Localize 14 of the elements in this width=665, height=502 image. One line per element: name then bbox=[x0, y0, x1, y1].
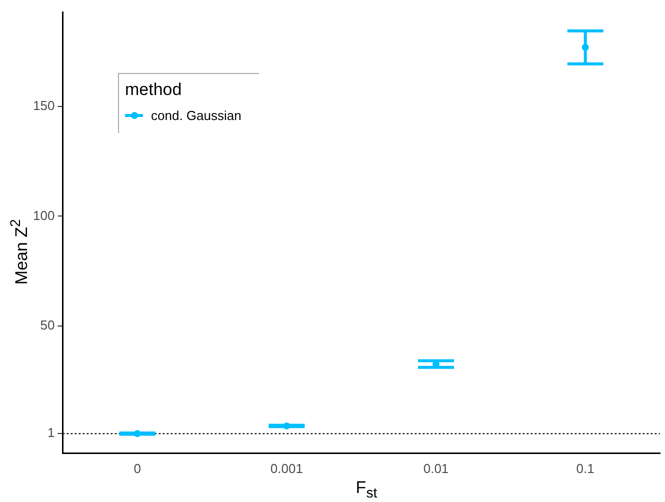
y-tick-label: 1 bbox=[47, 425, 55, 440]
x-tick-label: 0 bbox=[134, 460, 141, 476]
point bbox=[134, 430, 141, 438]
point bbox=[582, 44, 589, 51]
legend-title: method bbox=[125, 80, 183, 100]
legend-label: cond. Gaussian bbox=[151, 108, 242, 123]
x-tick-label: 0.01 bbox=[423, 460, 449, 476]
x-axis-title: F$_{st}$ bbox=[354, 478, 378, 502]
y-tick-label: 100 bbox=[32, 208, 55, 223]
y-tick-label: 150 bbox=[32, 98, 55, 114]
x-tick-label: 0.1 bbox=[576, 460, 594, 476]
y-tick-label: 50 bbox=[40, 318, 55, 333]
point bbox=[283, 422, 290, 430]
x-tick-label: 0.001 bbox=[270, 460, 303, 476]
